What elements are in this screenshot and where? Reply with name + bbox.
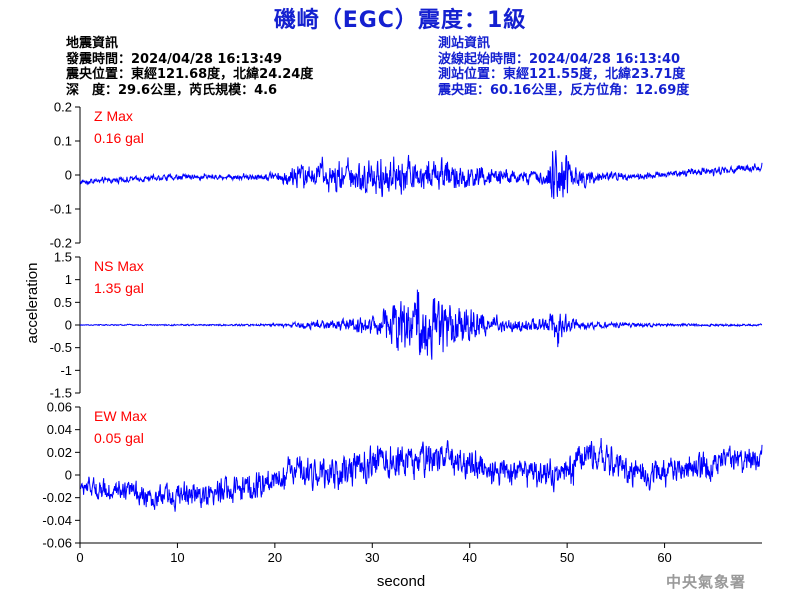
ns-max-value: 1.35 gal xyxy=(94,280,144,296)
x-tick-label: 40 xyxy=(462,550,476,565)
x-tick-label: 50 xyxy=(560,550,574,565)
ns-waveform-trace xyxy=(79,289,763,360)
ew-y-tick-label: -0.06 xyxy=(42,536,72,551)
x-tick-label: 60 xyxy=(657,550,671,565)
ns-y-tick-label: -1.5 xyxy=(50,386,72,401)
station-info-heading: 測站資訊 xyxy=(438,36,491,51)
ns-y-tick-label: 1.5 xyxy=(54,250,72,265)
ew-y-tick-label: 0.06 xyxy=(47,400,72,415)
quake-depth-magnitude: 深 度：29.6公里，芮氏規模：4.6 xyxy=(66,82,278,98)
ew-y-tick-label: 0 xyxy=(65,468,72,483)
z-y-tick-label: -0.1 xyxy=(50,202,72,217)
z-y-tick-label: -0.2 xyxy=(50,236,72,251)
quake-origin-time: 發震時間：2024/04/28 16:13:49 xyxy=(66,51,283,67)
ns-max-label: NS Max xyxy=(94,258,144,274)
y-axis-title: acceleration xyxy=(24,263,41,344)
waveform-start-time: 波線起始時間：2024/04/28 16:13:40 xyxy=(438,51,681,67)
ns-y-tick-label: -1 xyxy=(60,363,72,378)
ns-y-tick-label: -0.5 xyxy=(50,340,72,355)
station-info-block: 測站資訊 波線起始時間：2024/04/28 16:13:40 測站位置：東經1… xyxy=(438,36,689,98)
agency-watermark: 中央氣象署 xyxy=(665,573,746,591)
ns-y-tick-label: 0 xyxy=(65,318,72,333)
ew-max-value: 0.05 gal xyxy=(94,430,144,446)
ew-y-tick-label: 0.02 xyxy=(47,445,72,460)
ns-y-tick-label: 0.5 xyxy=(54,295,72,310)
epicentral-distance: 震央距：60.16公里，反方位角：12.69度 xyxy=(438,82,690,98)
z-max-label: Z Max xyxy=(94,108,133,124)
quake-info-block: 地震資訊 發震時間：2024/04/28 16:13:49 震央位置：東經121… xyxy=(66,36,313,98)
z-max-value: 0.16 gal xyxy=(94,130,144,146)
x-tick-label: 0 xyxy=(76,550,83,565)
ew-y-tick-label: -0.02 xyxy=(42,490,72,505)
quake-info-heading: 地震資訊 xyxy=(66,36,119,51)
ew-y-tick-label: -0.04 xyxy=(42,513,72,528)
z-waveform-trace xyxy=(79,150,763,200)
station-location: 測站位置：東經121.55度，北緯23.71度 xyxy=(438,67,686,82)
z-y-tick-label: 0.2 xyxy=(54,100,72,115)
ns-y-tick-label: 1 xyxy=(65,272,72,287)
x-tick-label: 20 xyxy=(268,550,282,565)
ew-y-tick-label: 0.04 xyxy=(47,422,72,437)
x-axis-title: second xyxy=(377,573,425,590)
page-title: 磯崎（EGC）震度：1級 xyxy=(273,8,527,33)
ew-max-label: EW Max xyxy=(94,408,147,424)
z-y-tick-label: 0.1 xyxy=(54,134,72,149)
x-tick-label: 30 xyxy=(365,550,379,565)
z-y-tick-label: 0 xyxy=(65,168,72,183)
ew-waveform-trace xyxy=(79,437,763,512)
x-tick-label: 10 xyxy=(170,550,184,565)
quake-epicenter-location: 震央位置：東經121.68度，北緯24.24度 xyxy=(66,67,314,82)
